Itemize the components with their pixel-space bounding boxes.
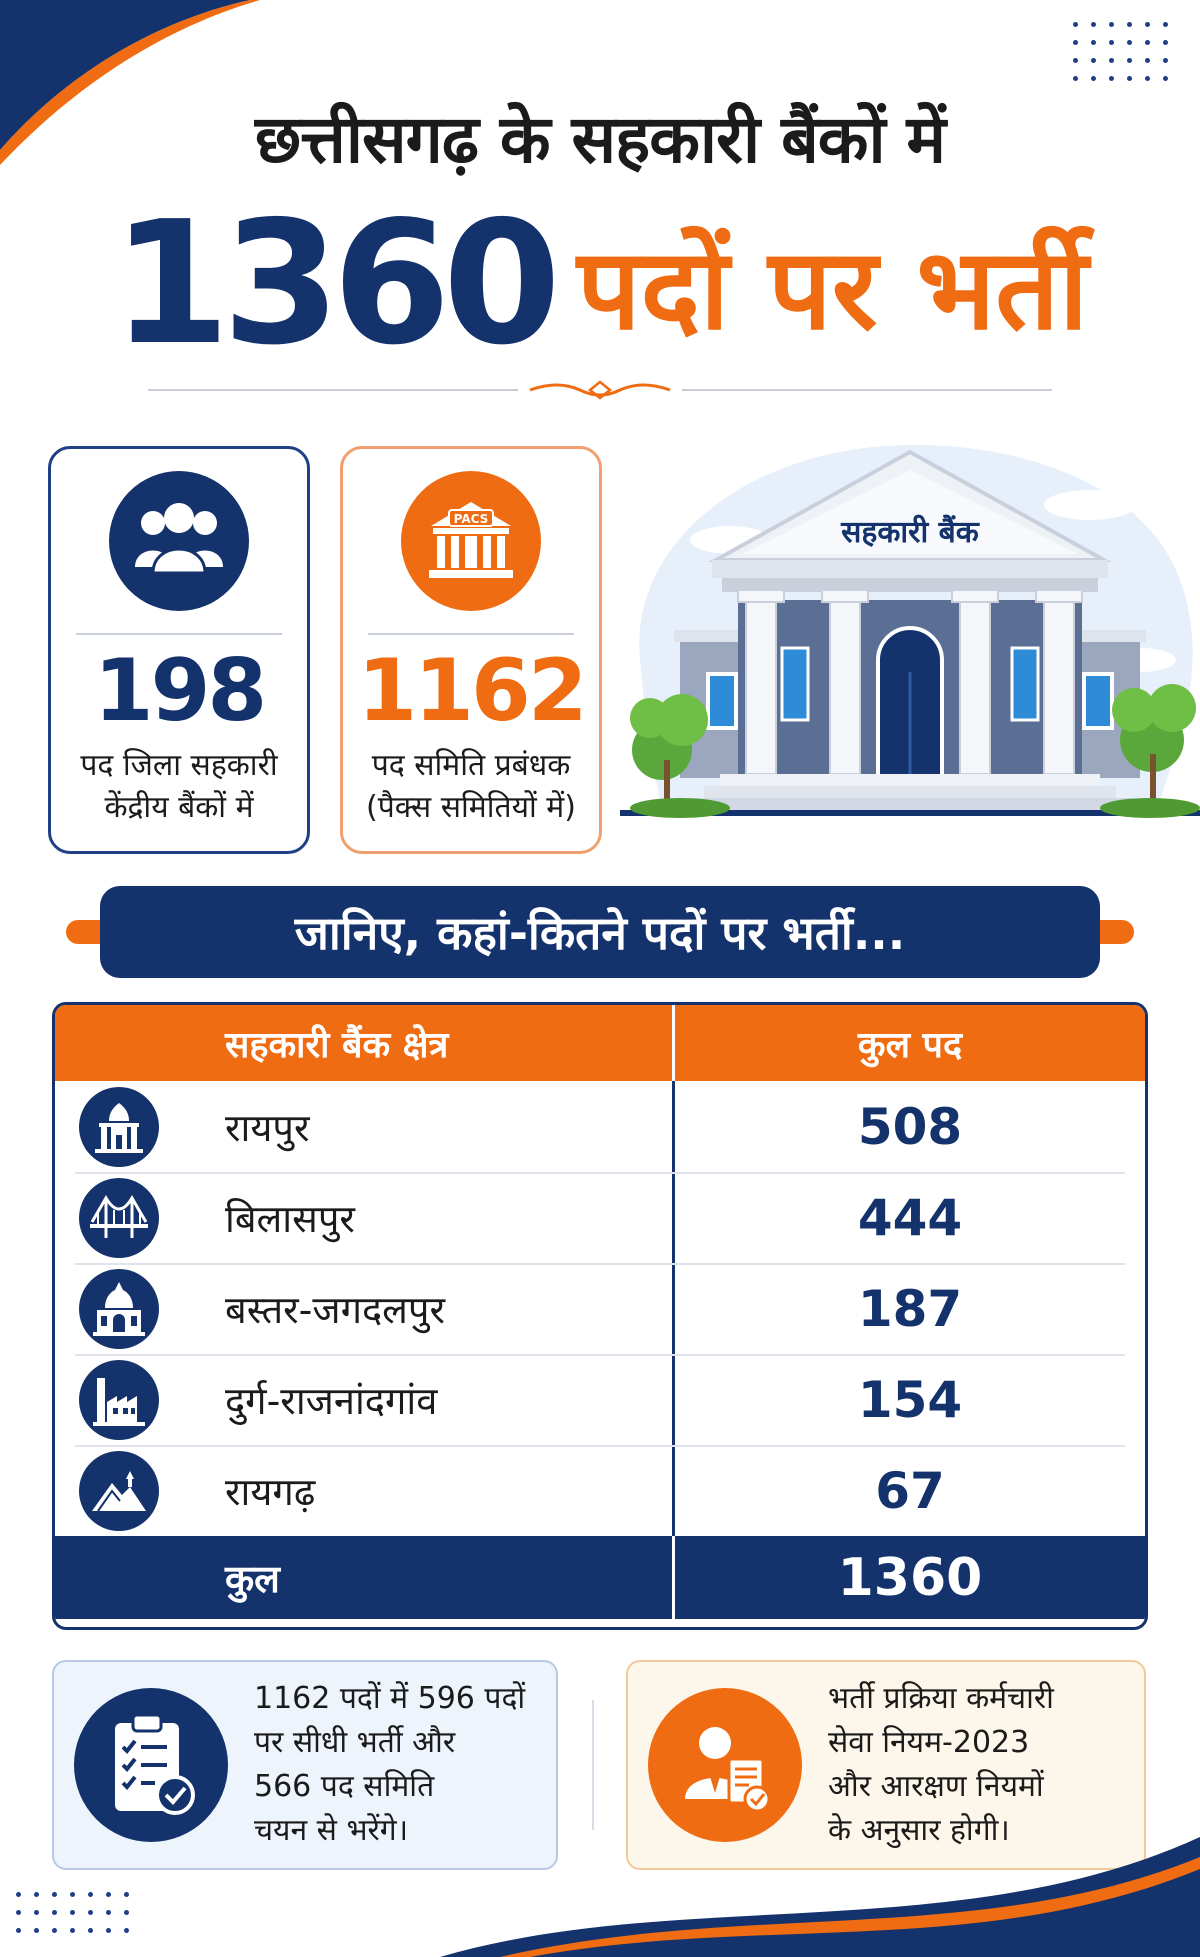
factory-icon <box>79 1359 159 1440</box>
stat-desc-line: केंद्रीय बैंकों में <box>104 790 254 825</box>
posts-table: सहकारी बैंक क्षेत्र कुल पद रायपुर 508 <box>52 1002 1148 1630</box>
bank-sign: सहकारी बैंक <box>840 514 980 550</box>
stat-desc-line: (पैक्स समितियों में) <box>366 790 576 825</box>
region-name: बस्तर-जगदलपुर <box>225 1287 446 1332</box>
stat-card-dccb: 198 पद जिला सहकारी केंद्रीय बैंकों में <box>48 446 310 854</box>
region-name: बिलासपुर <box>225 1196 355 1241</box>
bridge-icon <box>79 1177 159 1258</box>
posts-count: 67 <box>875 1461 945 1520</box>
cooperative-bank-illustration: सहकारी बैंक <box>620 445 1200 818</box>
dot-grid-decoration <box>1073 22 1168 81</box>
clipboard-checklist-icon <box>74 1688 228 1842</box>
info-line: सेवा नियम-2023 <box>828 1725 1030 1760</box>
region-name: रायगढ़ <box>225 1469 316 1514</box>
info-line: चयन से भरेंगे। <box>254 1813 409 1848</box>
corner-swoosh-decoration <box>0 0 260 165</box>
stat-separator <box>368 633 574 635</box>
section-banner: जानिए, कहां-कितने पदों पर भर्ती... <box>66 886 1134 978</box>
corner-wave-decoration <box>440 1837 1200 1957</box>
hill-shrine-icon <box>79 1450 159 1531</box>
region-name: रायपुर <box>225 1105 310 1150</box>
stat-desc-line: पद जिला सहकारी <box>80 748 278 783</box>
employee-document-icon <box>648 1688 802 1842</box>
info-line: भर्ती प्रक्रिया कर्मचारी <box>828 1681 1054 1716</box>
posts-count: 187 <box>857 1279 963 1338</box>
table-row: रायपुर 508 <box>55 1081 1145 1172</box>
posts-count: 508 <box>857 1097 963 1156</box>
stat-value: 198 <box>93 641 268 741</box>
info-line: पर सीधी भर्ती और <box>254 1725 456 1760</box>
table-row: दुर्ग-राजनांदगांव 154 <box>55 1354 1145 1445</box>
info-box-recruitment-split: 1162 पदों में 596 पदों पर सीधी भर्ती और … <box>52 1660 558 1870</box>
page-headline: 1360 पदों पर भर्ती <box>0 185 1200 383</box>
people-group-icon <box>109 471 249 611</box>
stat-card-pacs: PACS 1162 पद समिति प्रबंधक (पैक्स समितिय… <box>340 446 602 854</box>
stat-desc-line: पद समिति प्रबंधक <box>371 748 571 783</box>
info-line: और आरक्षण नियमों <box>828 1769 1044 1804</box>
table-total-row: कुल 1360 <box>55 1536 1145 1619</box>
info-separator <box>592 1700 594 1830</box>
posts-count: 154 <box>857 1370 963 1429</box>
column-header-region: सहकारी बैंक क्षेत्र <box>55 1005 675 1081</box>
ornament-divider <box>148 380 1052 400</box>
stat-description: पद जिला सहकारी केंद्रीय बैंकों में <box>51 745 307 829</box>
info-line: 1162 पदों में 596 पदों <box>254 1681 526 1716</box>
table-header: सहकारी बैंक क्षेत्र कुल पद <box>55 1005 1145 1081</box>
info-text: 1162 पदों में 596 पदों पर सीधी भर्ती और … <box>254 1677 541 1853</box>
page-title: छत्तीसगढ़ के सहकारी बैंकों में <box>255 101 946 178</box>
total-label: कुल <box>55 1536 675 1619</box>
stat-description: पद समिति प्रबंधक (पैक्स समितियों में) <box>343 745 599 829</box>
table-row: बस्तर-जगदलपुर 187 <box>55 1263 1145 1354</box>
pacs-label: PACS <box>454 512 489 526</box>
info-line: 566 पद समिति <box>254 1769 435 1804</box>
temple-icon <box>79 1086 159 1167</box>
banner-title: जानिए, कहां-कितने पदों पर भर्ती... <box>100 886 1100 978</box>
total-value: 1360 <box>837 1547 983 1608</box>
info-line: के अनुसार होगी। <box>828 1813 1010 1848</box>
palace-icon <box>79 1268 159 1349</box>
stat-value: 1162 <box>357 641 587 741</box>
dot-grid-decoration <box>16 1892 129 1933</box>
headline-text: पदों पर भर्ती <box>577 224 1089 355</box>
stat-separator <box>76 633 282 635</box>
info-box-service-rules: भर्ती प्रक्रिया कर्मचारी सेवा नियम-2023 … <box>626 1660 1146 1870</box>
pacs-building-icon: PACS <box>401 471 541 611</box>
column-header-posts: कुल पद <box>857 1024 963 1066</box>
info-text: भर्ती प्रक्रिया कर्मचारी सेवा नियम-2023 … <box>828 1677 1070 1853</box>
region-name: दुर्ग-राजनांदगांव <box>225 1378 438 1423</box>
posts-count: 444 <box>857 1188 963 1247</box>
table-row: रायगढ़ 67 <box>55 1445 1145 1536</box>
headline-number: 1360 <box>111 185 561 383</box>
table-row: बिलासपुर 444 <box>55 1172 1145 1263</box>
